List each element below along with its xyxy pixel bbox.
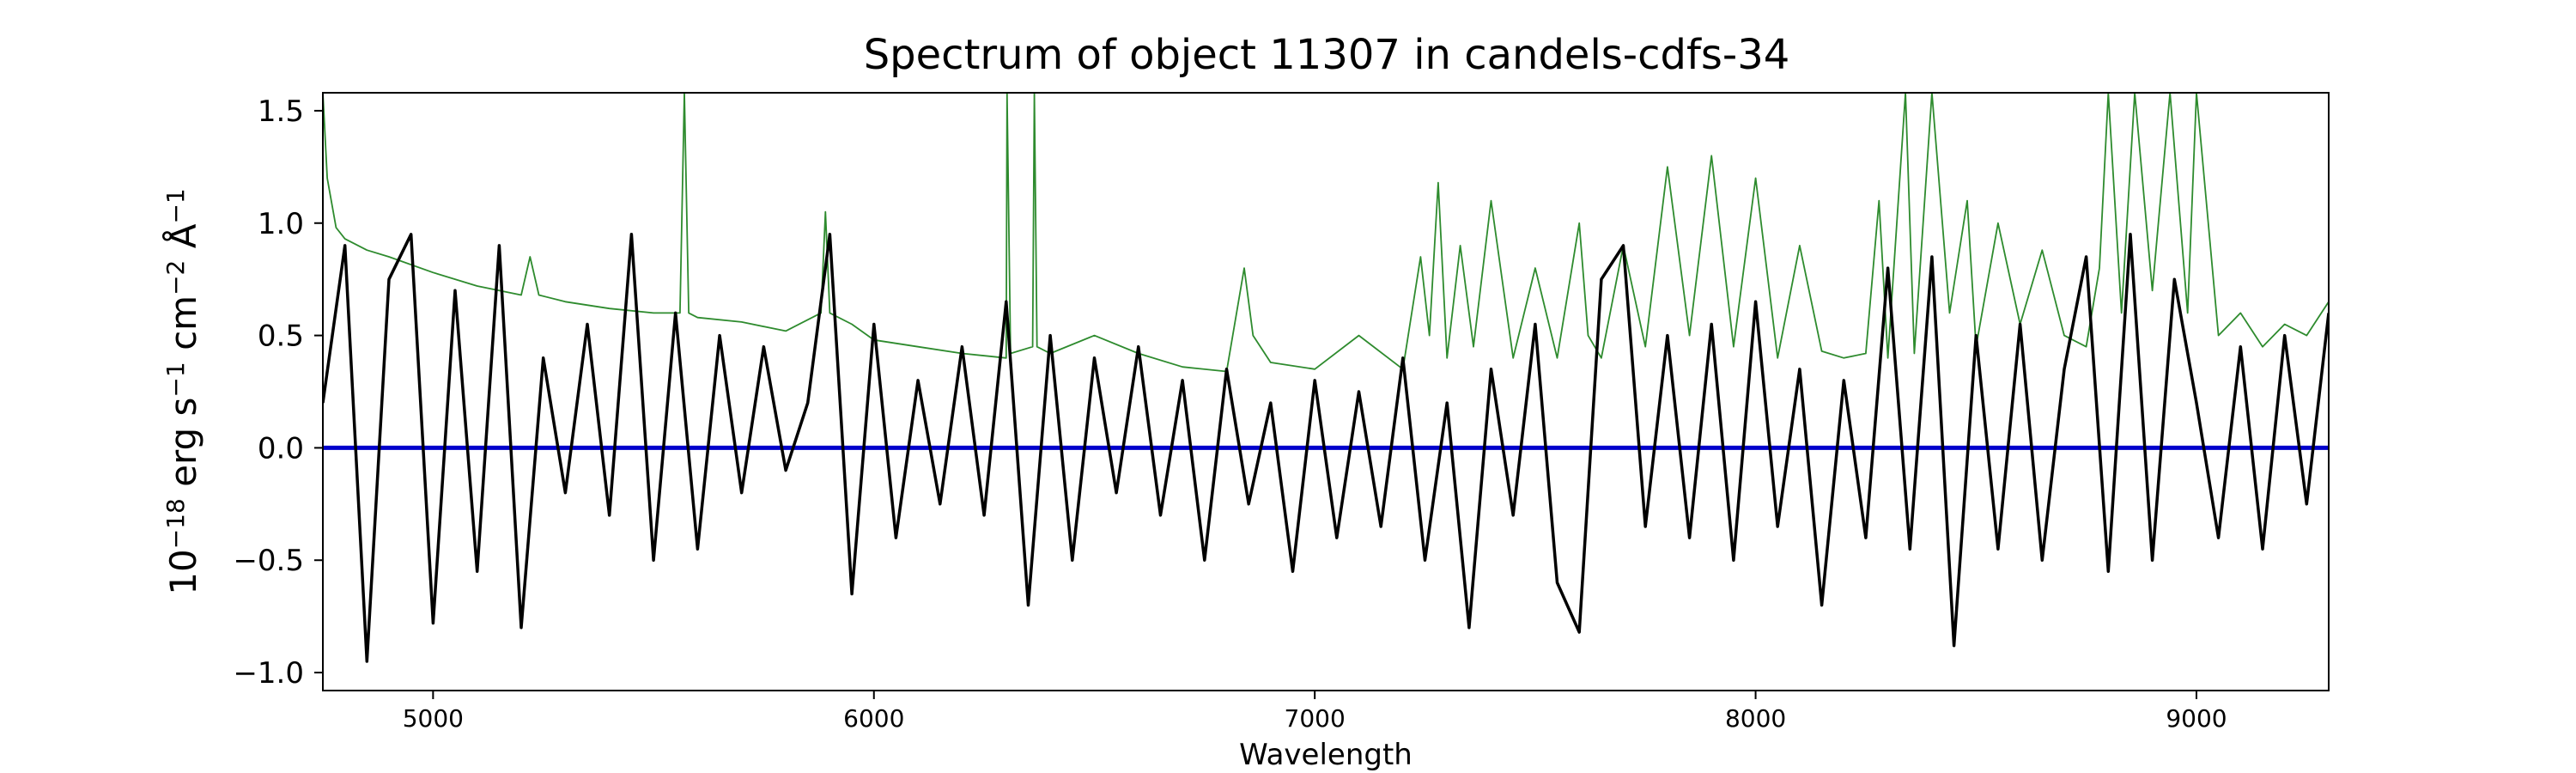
x-tick-label: 5000 bbox=[403, 704, 464, 733]
y-axis-label-angstrom: Å bbox=[161, 223, 204, 259]
x-axis-label: Wavelength bbox=[1239, 738, 1413, 772]
y-tick-label: 1.5 bbox=[258, 94, 304, 129]
error-series-line bbox=[323, 93, 2329, 373]
x-tick-label: 8000 bbox=[1725, 704, 1786, 733]
chart-title: Spectrum of object 11307 in candels-cdfs… bbox=[864, 31, 1790, 79]
y-tick-label: 0.0 bbox=[258, 431, 304, 466]
y-axis-label-rest: erg s bbox=[162, 398, 204, 499]
y-axis-label-cm: cm bbox=[162, 295, 204, 362]
plot-area bbox=[322, 92, 2330, 691]
y-tick-label: −1.0 bbox=[233, 656, 304, 691]
y-axis-label: 10−18 erg s−1 cm−2 Å−1 bbox=[161, 188, 204, 594]
x-axis: 5000 6000 7000 8000 9000 bbox=[403, 691, 2227, 733]
y-axis-label-sup2: −2 bbox=[161, 260, 190, 295]
y-axis-label-base: 10 bbox=[162, 549, 204, 594]
x-tick-label: 9000 bbox=[2166, 704, 2227, 733]
x-tick-label: 6000 bbox=[843, 704, 904, 733]
x-tick-label: 7000 bbox=[1285, 704, 1346, 733]
y-axis: −1.0 −0.5 0.0 0.5 1.0 1.5 bbox=[233, 94, 323, 691]
y-axis-label-exponent: −18 bbox=[161, 498, 190, 549]
y-tick-label: 1.0 bbox=[258, 207, 304, 241]
plot-frame bbox=[322, 92, 2330, 691]
series-layer bbox=[323, 93, 2329, 663]
y-tick-label: 0.5 bbox=[258, 320, 304, 354]
y-axis-label-sup1: −1 bbox=[161, 362, 190, 397]
y-tick-label: −0.5 bbox=[233, 544, 304, 578]
y-axis-label-sup3: −1 bbox=[161, 188, 190, 223]
flux-series-line bbox=[323, 233, 2329, 663]
